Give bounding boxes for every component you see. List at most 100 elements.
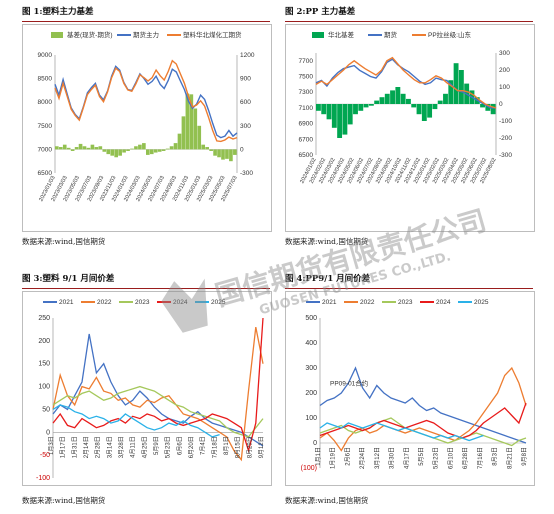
basis-bar: [485, 104, 491, 111]
basis-bar: [62, 144, 67, 150]
figure-4-svg: (100) 0 100 200 300 400 500 1月1日 1月19日 2月6日 2月24日 3…: [301, 299, 528, 472]
figure-1-rule: [22, 21, 270, 22]
x-tick-label: 9月8日: [521, 447, 528, 466]
x-tick-label: 9月12日: [258, 436, 265, 458]
basis-bar: [185, 93, 190, 150]
basis-bar: [443, 93, 448, 104]
basis-bar: [146, 149, 150, 155]
y-tick: 100: [38, 384, 50, 391]
basis-bar: [110, 149, 115, 156]
basis-bar: [106, 149, 111, 155]
legend-label: 2023: [135, 299, 150, 306]
y-tick-left: 7000: [38, 146, 53, 153]
y-tick: 250: [38, 315, 50, 322]
basis-bar: [130, 148, 134, 150]
y-tick-right: -300: [499, 152, 512, 159]
x-tick-label: 4月25日: [141, 436, 148, 458]
x-tick-label: 8月3日: [492, 447, 499, 466]
y-tick-left: 8000: [38, 99, 53, 106]
basis-bar: [331, 104, 337, 128]
basis-bar: [321, 104, 327, 115]
y-tick-right: 0: [240, 146, 244, 153]
series-line-2022: [319, 366, 527, 452]
figure-3-source: 数据来源:wind,国信期货: [22, 496, 106, 505]
basis-bar: [390, 90, 395, 104]
series-line: [54, 65, 238, 139]
basis-bar: [165, 148, 170, 150]
basis-bar: [153, 149, 158, 153]
series-line-2023: [52, 385, 264, 438]
basis-bar: [374, 100, 380, 104]
y-tick: -50: [40, 452, 50, 459]
basis-bar: [437, 100, 443, 104]
figure-2-svg: 6500 6700 6900 7100 7300 7500 7700 -300 -200 -100…: [299, 30, 513, 185]
legend-label: 2021: [322, 299, 337, 306]
basis-bar: [379, 97, 385, 104]
basis-bar: [406, 98, 411, 104]
basis-bar: [102, 149, 107, 152]
basis-bar: [453, 63, 459, 104]
basis-bar: [74, 147, 79, 150]
x-tick-label: 6月20日: [188, 436, 195, 458]
basis-bar: [225, 149, 229, 159]
figure-4-rule: [285, 288, 533, 289]
basis-bar: [229, 149, 233, 162]
legend-label: 基差(现货-期货): [67, 30, 113, 39]
series-line-2021: [319, 366, 527, 444]
y-tick: 100: [305, 415, 317, 422]
x-tick-label: 5月23日: [165, 436, 172, 458]
legend-label: 2025: [211, 299, 226, 306]
x-tick-label: 2月14日: [83, 436, 90, 458]
basis-bar: [173, 143, 178, 150]
basis-bar: [384, 93, 390, 104]
x-tick-label: 6月28日: [462, 447, 469, 469]
y-tick-right: 1200: [240, 52, 255, 59]
basis-bar: [161, 149, 166, 151]
y-tick-left: 7300: [299, 89, 314, 96]
y-tick-left: 8500: [38, 76, 53, 83]
y-tick: (100): [301, 465, 317, 472]
legend-label: 2024: [436, 299, 451, 306]
basis-bar: [138, 144, 142, 150]
y-tick: 0: [313, 440, 317, 447]
basis-bar: [55, 146, 59, 150]
x-tick-label: 8月15日: [235, 436, 242, 458]
basis-bar: [169, 146, 174, 150]
chart-annotation: PP09-01合约: [330, 379, 368, 388]
y-tick: 300: [305, 365, 317, 372]
figure-2-source: 数据来源:wind,国信期货: [285, 237, 369, 246]
x-tick-label: 8月29日: [246, 436, 253, 458]
y-tick: 400: [305, 340, 317, 347]
x-tick-label: 2月6日: [344, 447, 351, 466]
legend-swatch: [51, 32, 63, 38]
basis-bar: [86, 147, 91, 150]
basis-bar: [213, 149, 217, 156]
basis-bar: [432, 104, 438, 110]
x-tick-label: 3月12日: [374, 447, 381, 469]
figure-3-caption: 图 3:塑料 9/1 月间价差: [22, 274, 115, 284]
y-tick: 200: [305, 390, 317, 397]
basis-bar: [490, 104, 496, 115]
x-tick-label: 2月28日: [95, 436, 102, 458]
basis-bar: [78, 143, 83, 150]
basis-bar: [337, 104, 343, 138]
legend-label: PP拉丝级:山东: [428, 30, 471, 39]
basis-bar: [233, 149, 237, 155]
basis-bar: [70, 149, 75, 151]
y-tick-right: 300: [499, 50, 510, 57]
x-tick-label: 6月6日: [176, 436, 183, 455]
basis-bar: [201, 144, 206, 150]
x-tick-label: 5月9日: [153, 436, 160, 455]
basis-bar: [342, 104, 348, 135]
y-tick-right: 200: [499, 67, 510, 74]
basis-bar: [205, 147, 209, 150]
basis-bar: [395, 87, 401, 104]
figure-1-caption: 图 1:塑料主力基差: [22, 7, 94, 17]
basis-bar: [66, 147, 71, 150]
basis-bar: [122, 149, 126, 153]
basis-bar: [157, 149, 162, 152]
figure-2-chart: 6500 6700 6900 7100 7300 7500 7700 -300 -200 -100…: [285, 24, 535, 232]
basis-bar: [82, 146, 87, 150]
x-tick-label: 1月17日: [60, 436, 67, 458]
y-tick-left: 9000: [38, 52, 53, 59]
